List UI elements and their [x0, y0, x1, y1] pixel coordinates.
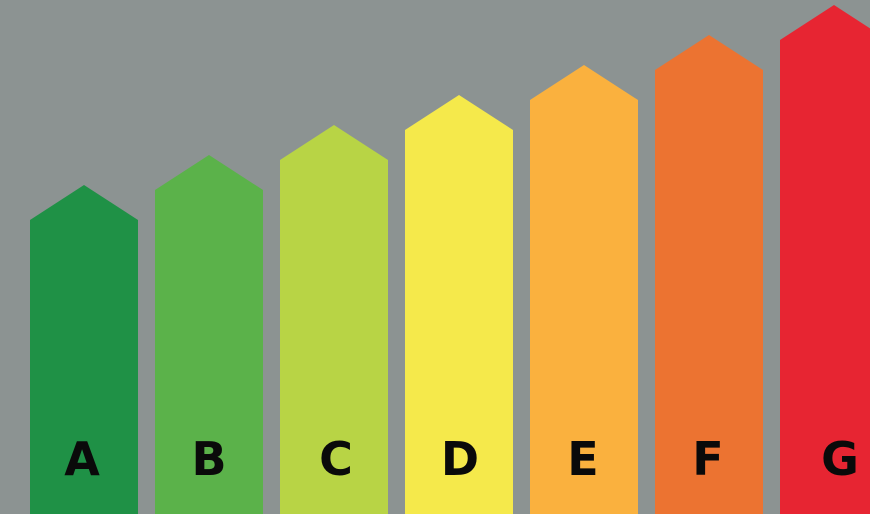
- class-f-arrow: F: [655, 35, 763, 514]
- class-e-shape: [530, 65, 638, 514]
- class-g-shape: [780, 5, 870, 514]
- class-f-shape: [655, 35, 763, 514]
- class-b-label: B: [191, 432, 226, 486]
- class-e-label: E: [567, 432, 598, 486]
- class-b-shape: [155, 155, 263, 514]
- class-d-arrow: D: [405, 95, 513, 514]
- class-d-shape: [405, 95, 513, 514]
- class-g-arrow: G: [780, 5, 870, 514]
- class-e-arrow: E: [530, 65, 638, 514]
- class-c-label: C: [319, 432, 353, 486]
- class-a-arrow: A: [30, 185, 138, 514]
- class-f-label: F: [692, 432, 723, 486]
- class-d-label: D: [441, 432, 479, 486]
- class-g-label: G: [821, 432, 859, 486]
- class-c-arrow: C: [280, 125, 388, 514]
- class-c-shape: [280, 125, 388, 514]
- class-a-label: A: [64, 432, 100, 486]
- class-b-arrow: B: [155, 155, 263, 514]
- class-a-shape: [30, 185, 138, 514]
